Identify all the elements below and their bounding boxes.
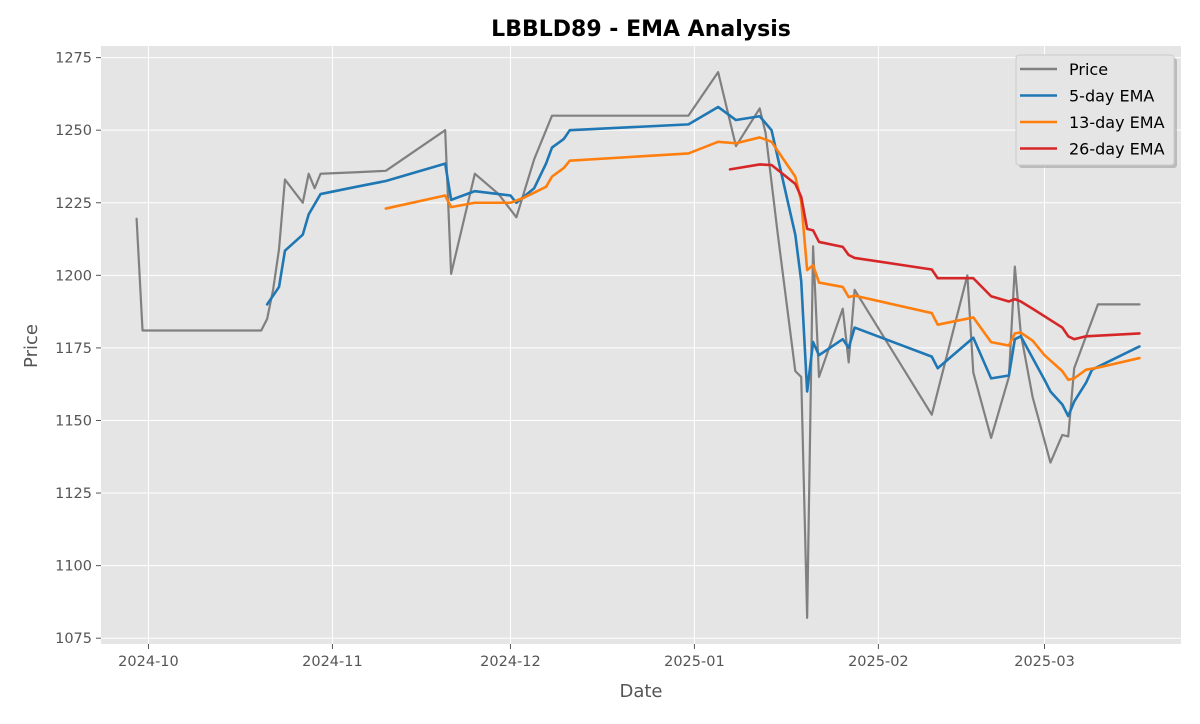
- legend: Price 5-day EMA 13-day EMA 26-day EMA: [1015, 54, 1177, 168]
- x-tick-label: 2025-03: [1014, 654, 1075, 670]
- y-tick-label: 1075: [55, 631, 92, 647]
- x-tick-label: 2025-02: [848, 654, 909, 670]
- y-tick-label: 1225: [55, 196, 92, 212]
- x-tick-label: 2024-10: [118, 654, 179, 670]
- y-tick-label: 1250: [55, 123, 92, 139]
- y-tick-label: 1200: [55, 268, 92, 284]
- series-layer: [135, 71, 1141, 619]
- y-axis-label: Price: [21, 324, 42, 368]
- legend-label: 13-day EMA: [1069, 113, 1165, 132]
- x-axis: 2024-10 2024-11 2024-12 2025-01 2025-02 2025-…: [118, 644, 1075, 670]
- plot-area: [101, 46, 1181, 644]
- x-tick-label: 2024-11: [302, 654, 363, 670]
- legend-label: Price: [1069, 60, 1108, 79]
- y-tick-label: 1150: [55, 413, 92, 429]
- x-tick-label: 2024-12: [480, 654, 541, 670]
- series-line-26-day-ema: [728, 163, 1141, 341]
- legend-label: 5-day EMA: [1069, 87, 1154, 106]
- y-tick-label: 1175: [55, 341, 92, 357]
- chart-title: LBBLD89 - EMA Analysis: [491, 17, 791, 42]
- legend-box: [1015, 54, 1175, 166]
- y-tick-label: 1125: [55, 486, 92, 502]
- series-line-5-day-ema: [265, 105, 1141, 418]
- y-tick-label: 1275: [55, 51, 92, 67]
- x-tick-label: 2025-01: [664, 654, 725, 670]
- x-axis-label: Date: [619, 681, 662, 702]
- y-tick-label: 1100: [55, 559, 92, 575]
- legend-label: 26-day EMA: [1069, 140, 1165, 159]
- y-axis: 1075 1100 1125 1150 1175 1200 1225 1250 1275: [55, 51, 101, 647]
- series-line-13-day-ema: [384, 136, 1141, 382]
